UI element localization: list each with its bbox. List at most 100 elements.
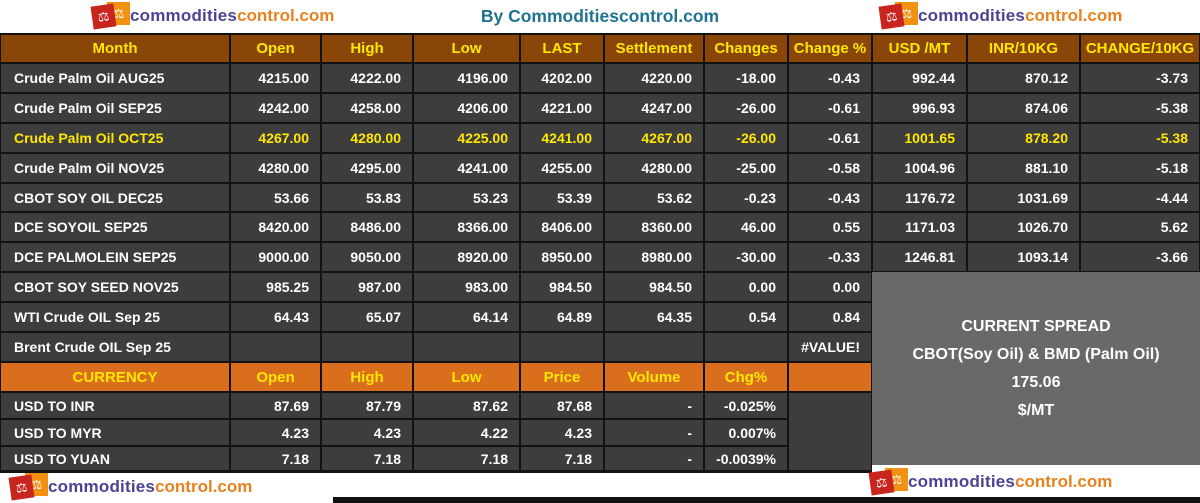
- column-header: High: [321, 33, 413, 63]
- cell: 8406.00: [520, 212, 604, 242]
- currency-column-header: Price: [520, 362, 604, 392]
- row-label: Crude Palm Oil AUG25: [0, 63, 230, 93]
- cell: 0.84: [788, 302, 872, 332]
- cell: 4255.00: [520, 153, 604, 183]
- cell: -26.00: [704, 123, 788, 153]
- cell: 53.39: [520, 183, 604, 212]
- logo-red-square-icon: ⚖: [878, 3, 905, 30]
- spread-instruments: CBOT(Soy Oil) & BMD (Palm Oil): [912, 345, 1160, 363]
- cell: -5.38: [1080, 93, 1200, 123]
- cell: 46.00: [704, 212, 788, 242]
- cell: 987.00: [321, 272, 413, 302]
- cell: 881.10: [967, 153, 1080, 183]
- cell: 1026.70: [967, 212, 1080, 242]
- cell: [604, 332, 704, 362]
- logo-red-square-icon: ⚖: [8, 474, 35, 501]
- cell: 4241.00: [520, 123, 604, 153]
- row-label: Crude Palm Oil OCT25: [0, 123, 230, 153]
- cell: -5.38: [1080, 123, 1200, 153]
- row-label: CBOT SOY SEED NOV25: [0, 272, 230, 302]
- cell: -0.58: [788, 153, 872, 183]
- cell: -: [604, 446, 704, 473]
- cell: 87.69: [230, 392, 321, 419]
- cell: -30.00: [704, 242, 788, 272]
- cell: 7.18: [520, 446, 604, 473]
- cell: 4196.00: [413, 63, 520, 93]
- bottom-black-bar: [333, 497, 1200, 503]
- cell: 4206.00: [413, 93, 520, 123]
- cell: 9000.00: [230, 242, 321, 272]
- cell: 87.79: [321, 392, 413, 419]
- cell: -26.00: [704, 93, 788, 123]
- row-label: WTI Crude OIL Sep 25: [0, 302, 230, 332]
- column-header: Open: [230, 33, 321, 63]
- cell: 4242.00: [230, 93, 321, 123]
- commoditiescontrol-logo-top-right: ⚖ ⚖ commodities control.com: [878, 1, 1122, 31]
- cell: -0.23: [704, 183, 788, 212]
- cell: 4215.00: [230, 63, 321, 93]
- row-label: Brent Crude OIL Sep 25: [0, 332, 230, 362]
- logo-text-commodities: commodities: [130, 6, 238, 25]
- currency-column-header: Chg%: [704, 362, 788, 392]
- row-label: DCE PALMOLEIN SEP25: [0, 242, 230, 272]
- cell: 992.44: [872, 63, 967, 93]
- cell: 65.07: [321, 302, 413, 332]
- currency-column-header: CURRENCY: [0, 362, 230, 392]
- logo-text-commodities: commodities: [918, 6, 1026, 25]
- cell: -0.43: [788, 183, 872, 212]
- balance-scale-icon: ⚖ ⚖: [90, 1, 134, 31]
- logo-red-square-icon: ⚖: [90, 3, 117, 30]
- balance-scale-icon: ⚖ ⚖: [878, 1, 922, 31]
- cell: 1031.69: [967, 183, 1080, 212]
- cell: 4247.00: [604, 93, 704, 123]
- balance-scale-icon: ⚖ ⚖: [868, 467, 912, 497]
- cell: 996.93: [872, 93, 967, 123]
- cell: 4.23: [520, 419, 604, 446]
- cell: 4220.00: [604, 63, 704, 93]
- column-header: INR/10KG: [967, 33, 1080, 63]
- cell: -0.61: [788, 93, 872, 123]
- currency-column-header: Volume: [604, 362, 704, 392]
- cell: 4267.00: [604, 123, 704, 153]
- cell: 1176.72: [872, 183, 967, 212]
- currency-column-header: Low: [413, 362, 520, 392]
- cell: -0.0039%: [704, 446, 788, 473]
- commoditiescontrol-logo-bottom-right: ⚖ ⚖ commodities control.com: [868, 467, 1113, 497]
- logo-text-commodities: commodities: [908, 472, 1016, 491]
- cell: 8360.00: [604, 212, 704, 242]
- cell: 0.00: [788, 272, 872, 302]
- currency-column-header: High: [321, 362, 413, 392]
- cell: 0.54: [704, 302, 788, 332]
- logo-red-square-icon: ⚖: [868, 469, 895, 496]
- column-header: Month: [0, 33, 230, 63]
- cell: 0.00: [704, 272, 788, 302]
- cell: -5.18: [1080, 153, 1200, 183]
- cell: 8920.00: [413, 242, 520, 272]
- cell: -: [604, 419, 704, 446]
- current-spread-panel: CURRENT SPREAD CBOT(Soy Oil) & BMD (Palm…: [872, 272, 1200, 465]
- logo-text-control: control.com: [1015, 472, 1113, 491]
- cell: 4221.00: [520, 93, 604, 123]
- cell: 984.50: [604, 272, 704, 302]
- cell: 878.20: [967, 123, 1080, 153]
- row-label: CBOT SOY OIL DEC25: [0, 183, 230, 212]
- row-label: Crude Palm Oil SEP25: [0, 93, 230, 123]
- cell: 8366.00: [413, 212, 520, 242]
- cell: -0.61: [788, 123, 872, 153]
- cell: 1001.65: [872, 123, 967, 153]
- cell: [321, 332, 413, 362]
- cell: #VALUE!: [788, 332, 872, 362]
- spread-title: CURRENT SPREAD: [961, 317, 1111, 335]
- currency-column-header: [788, 362, 872, 392]
- column-header: Change %: [788, 33, 872, 63]
- cell: 5.62: [1080, 212, 1200, 242]
- cell: [230, 332, 321, 362]
- cell: 8486.00: [321, 212, 413, 242]
- cell: -0.025%: [704, 392, 788, 419]
- cell: 64.35: [604, 302, 704, 332]
- cell: 4225.00: [413, 123, 520, 153]
- cell: 64.43: [230, 302, 321, 332]
- cell: 87.68: [520, 392, 604, 419]
- cell: 64.89: [520, 302, 604, 332]
